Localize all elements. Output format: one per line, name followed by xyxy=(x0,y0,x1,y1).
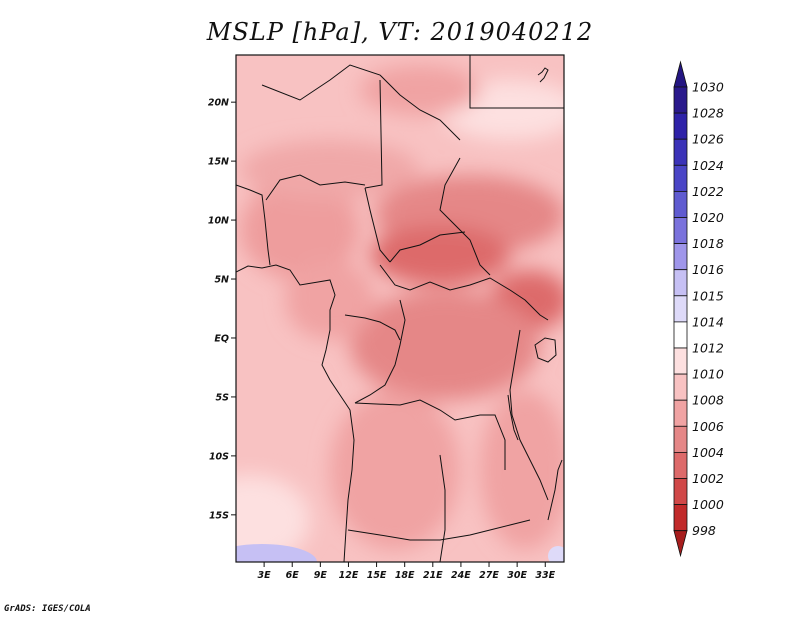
high-pressure-southeast xyxy=(548,546,564,562)
pressure-field xyxy=(236,55,564,562)
border-chad-car xyxy=(389,231,466,263)
colorbar-segment xyxy=(673,138,688,166)
colorbar-segment xyxy=(673,243,688,271)
border-chad-sudan xyxy=(439,157,491,276)
colorbar-label: 1014 xyxy=(692,314,724,329)
lon-tick-label: 33E xyxy=(535,570,555,581)
colorbar-segment xyxy=(673,425,688,453)
colorbar-label: 1028 xyxy=(692,106,724,121)
border-nigeria-cameroon xyxy=(364,187,391,263)
colorbar-segment xyxy=(673,478,688,506)
colorbar-label: 1022 xyxy=(692,184,724,199)
coastline-west xyxy=(236,264,355,562)
lat-tick-label: 15S xyxy=(209,510,229,521)
lat-tick-label: 15N xyxy=(208,157,229,168)
lon-tick-label: 12E xyxy=(339,570,359,581)
lake-tanganyika xyxy=(507,394,519,441)
coastline-red-sea xyxy=(537,67,549,83)
colorbar-segment xyxy=(673,373,688,401)
colorbar-segment xyxy=(673,112,688,140)
colorbar-segment xyxy=(673,217,688,245)
latitude-axis: 20N 15N 10N 5N EQ 5S 10S 15S xyxy=(208,98,236,521)
lon-tick-label: 18E xyxy=(395,570,415,581)
border-car-drc xyxy=(379,264,549,321)
border-sahara xyxy=(261,64,461,141)
colorbar-label: 1008 xyxy=(692,393,724,408)
colorbar-label: 1016 xyxy=(692,262,724,277)
colorbar-bottom-arrow xyxy=(673,530,688,558)
colorbar-label: 1012 xyxy=(692,341,724,356)
lat-tick-label: 10N xyxy=(208,216,229,227)
lon-tick-label: 3E xyxy=(258,570,272,581)
colorbar-top-arrow xyxy=(673,60,688,88)
lat-tick-label: 10S xyxy=(209,451,229,462)
colorbar-segment xyxy=(673,269,688,297)
longitude-axis: 3E 6E 9E 12E 15E 18E 21E 24E 27E 30E 33E xyxy=(258,562,556,581)
border-angola-zambia xyxy=(439,454,446,562)
lon-tick-label: 24E xyxy=(451,570,471,581)
colorbar-label: 1015 xyxy=(692,288,724,303)
colorbar-segment xyxy=(673,504,688,532)
pressure-contours xyxy=(236,65,564,562)
border-congo-drc xyxy=(354,299,406,404)
border-mozambique xyxy=(547,459,563,521)
colorbar-segment xyxy=(673,164,688,192)
lon-tick-label: 21E xyxy=(423,570,443,581)
colorbar-label: 1000 xyxy=(692,497,724,512)
political-boundaries xyxy=(236,55,564,562)
map-frame xyxy=(235,54,565,563)
border-west-africa xyxy=(236,184,271,266)
lat-tick-label: 5N xyxy=(214,275,229,286)
lon-tick-label: 6E xyxy=(286,570,300,581)
map-title: MSLP [hPa], VT: 2019040212 xyxy=(206,18,594,46)
colorbar-segment xyxy=(673,86,688,114)
colorbar-segment xyxy=(673,321,688,349)
colorbar-label: 1010 xyxy=(692,367,724,382)
colorbar-label: 1002 xyxy=(692,471,724,486)
colorbar-segment xyxy=(673,347,688,375)
colorbar-segment xyxy=(673,190,688,218)
lon-tick-label: 27E xyxy=(479,570,499,581)
colorbar-label: 1026 xyxy=(692,132,724,147)
border-congo-gabon xyxy=(344,314,401,341)
map-area[interactable] xyxy=(190,54,580,580)
border-great-lakes xyxy=(509,329,549,501)
lon-tick-label: 9E xyxy=(314,570,328,581)
border-drc-angola xyxy=(354,399,506,470)
lon-tick-label: 30E xyxy=(507,570,527,581)
border-egypt-sudan xyxy=(469,55,564,109)
colorbar-segment xyxy=(673,399,688,427)
grads-credit: GrADS: IGES/COLA xyxy=(4,604,91,614)
colorbar-label: 1004 xyxy=(692,445,724,460)
lat-tick-label: 20N xyxy=(208,98,229,109)
border-sahel xyxy=(265,174,366,201)
lat-tick-label: 5S xyxy=(216,392,230,403)
border-namibia xyxy=(347,519,531,541)
colorbar-segment xyxy=(673,295,688,323)
lake-victoria xyxy=(534,337,557,363)
colorbar-label: 1006 xyxy=(692,419,724,434)
lon-tick-label: 15E xyxy=(367,570,387,581)
colorbar-label: 1018 xyxy=(692,236,724,251)
colorbar-label: 1024 xyxy=(692,158,724,173)
colorbar-label: 1030 xyxy=(692,80,724,95)
colorbar-label: 998 xyxy=(692,523,716,538)
colorbar-label: 1020 xyxy=(692,210,724,225)
lat-tick-label: EQ xyxy=(214,333,229,344)
border-niger-chad xyxy=(364,79,383,189)
high-pressure-southwest xyxy=(236,544,317,562)
colorbar-segment xyxy=(673,451,688,479)
colorbar: 1030 1028 1026 1024 1022 1020 1018 1016 1015 1014… xyxy=(673,60,724,558)
